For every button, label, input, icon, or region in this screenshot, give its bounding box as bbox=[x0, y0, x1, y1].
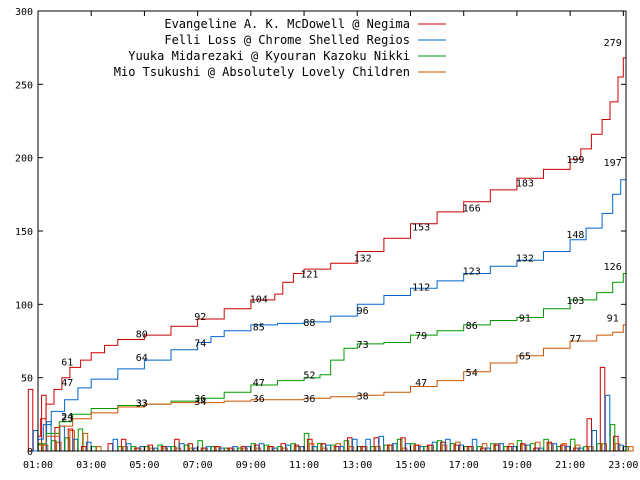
data-label: 77 bbox=[569, 334, 581, 345]
x-tick-label: 23:00 bbox=[608, 460, 638, 471]
data-label: 148 bbox=[566, 230, 584, 241]
data-label: 79 bbox=[415, 331, 427, 342]
y-tick-label: 0 bbox=[27, 447, 33, 458]
data-label: 121 bbox=[300, 270, 318, 281]
legend: Evangeline A. K. McDowell @ Negima Felli … bbox=[114, 17, 446, 79]
data-label: 47 bbox=[415, 378, 427, 389]
data-label: 38 bbox=[357, 391, 369, 402]
data-label: 104 bbox=[250, 295, 268, 306]
data-label: 88 bbox=[303, 318, 315, 329]
data-label: 279 bbox=[604, 38, 622, 49]
series-line bbox=[38, 162, 627, 440]
data-label: 183 bbox=[516, 179, 534, 190]
data-label: 86 bbox=[466, 321, 478, 332]
data-label: 91 bbox=[607, 314, 619, 325]
hourly-bar bbox=[27, 388, 34, 452]
hourly-bar bbox=[628, 446, 634, 452]
x-tick-label: 01:00 bbox=[23, 460, 53, 471]
data-label: 132 bbox=[354, 253, 372, 264]
data-label: 112 bbox=[412, 283, 430, 294]
data-label: 34 bbox=[194, 397, 206, 408]
data-label: 91 bbox=[519, 314, 531, 325]
x-tick-label: 17:00 bbox=[449, 460, 479, 471]
data-label: 103 bbox=[566, 296, 584, 307]
data-label: 36 bbox=[303, 394, 315, 405]
y-tick-label: 50 bbox=[21, 374, 33, 385]
data-label: 23 bbox=[61, 413, 73, 424]
legend-entry: Yuuka Midarezaki @ Kyouran Kazoku Nikki bbox=[128, 49, 410, 63]
y-tick-label: 300 bbox=[15, 7, 33, 18]
axes: 0 50 100 150 200 250 300 01:00 03:00 05:00 07:00 09… bbox=[15, 7, 638, 471]
data-label: 73 bbox=[357, 340, 369, 351]
data-label: 65 bbox=[519, 352, 531, 363]
data-label: 80 bbox=[136, 330, 148, 341]
x-tick-label: 19:00 bbox=[502, 460, 532, 471]
data-label: 24 bbox=[61, 412, 73, 423]
data-label: 61 bbox=[61, 358, 73, 369]
x-tick-label: 03:00 bbox=[76, 460, 106, 471]
y-tick-label: 150 bbox=[15, 227, 33, 238]
y-tick-label: 200 bbox=[15, 154, 33, 165]
y-tick-label: 100 bbox=[15, 300, 33, 311]
data-label: 132 bbox=[516, 253, 534, 264]
data-label: 85 bbox=[253, 322, 265, 333]
data-label: 126 bbox=[604, 262, 622, 273]
data-label: 52 bbox=[303, 371, 315, 382]
data-label: 166 bbox=[463, 204, 481, 215]
data-label: 33 bbox=[136, 399, 148, 410]
data-label: 96 bbox=[357, 306, 369, 317]
x-tick-label: 09:00 bbox=[236, 460, 266, 471]
data-label: 199 bbox=[566, 155, 584, 166]
series-lines bbox=[38, 41, 627, 446]
data-label: 36 bbox=[253, 394, 265, 405]
data-label: 197 bbox=[604, 158, 622, 169]
series-line bbox=[38, 41, 627, 437]
data-label: 47 bbox=[253, 378, 265, 389]
legend-entry: Evangeline A. K. McDowell @ Negima bbox=[164, 17, 410, 31]
series-line bbox=[38, 317, 627, 446]
x-tick-label: 13:00 bbox=[342, 460, 372, 471]
legend-entry: Mio Tsukushi @ Absolutely Lovely Childre… bbox=[114, 65, 410, 79]
data-label: 153 bbox=[412, 223, 430, 234]
x-tick-label: 21:00 bbox=[555, 460, 585, 471]
data-label: 74 bbox=[194, 339, 206, 350]
data-label: 92 bbox=[194, 312, 206, 323]
y-tick-label: 250 bbox=[15, 80, 33, 91]
data-label: 33 bbox=[136, 399, 148, 410]
data-label: 47 bbox=[61, 378, 73, 389]
data-label: 123 bbox=[463, 267, 481, 278]
data-label: 36 bbox=[194, 394, 206, 405]
data-label: 54 bbox=[466, 368, 478, 379]
legend-entry: Felli Loss @ Chrome Shelled Regios bbox=[164, 33, 410, 47]
x-tick-label: 11:00 bbox=[289, 460, 319, 471]
x-tick-label: 15:00 bbox=[395, 460, 425, 471]
x-tick-label: 07:00 bbox=[183, 460, 213, 471]
data-label: 64 bbox=[136, 353, 148, 364]
x-tick-label: 05:00 bbox=[129, 460, 159, 471]
data-labels: 61 80 92 104 121 132 153 166 183 199 279 47 64 74 85 88… bbox=[61, 38, 622, 424]
